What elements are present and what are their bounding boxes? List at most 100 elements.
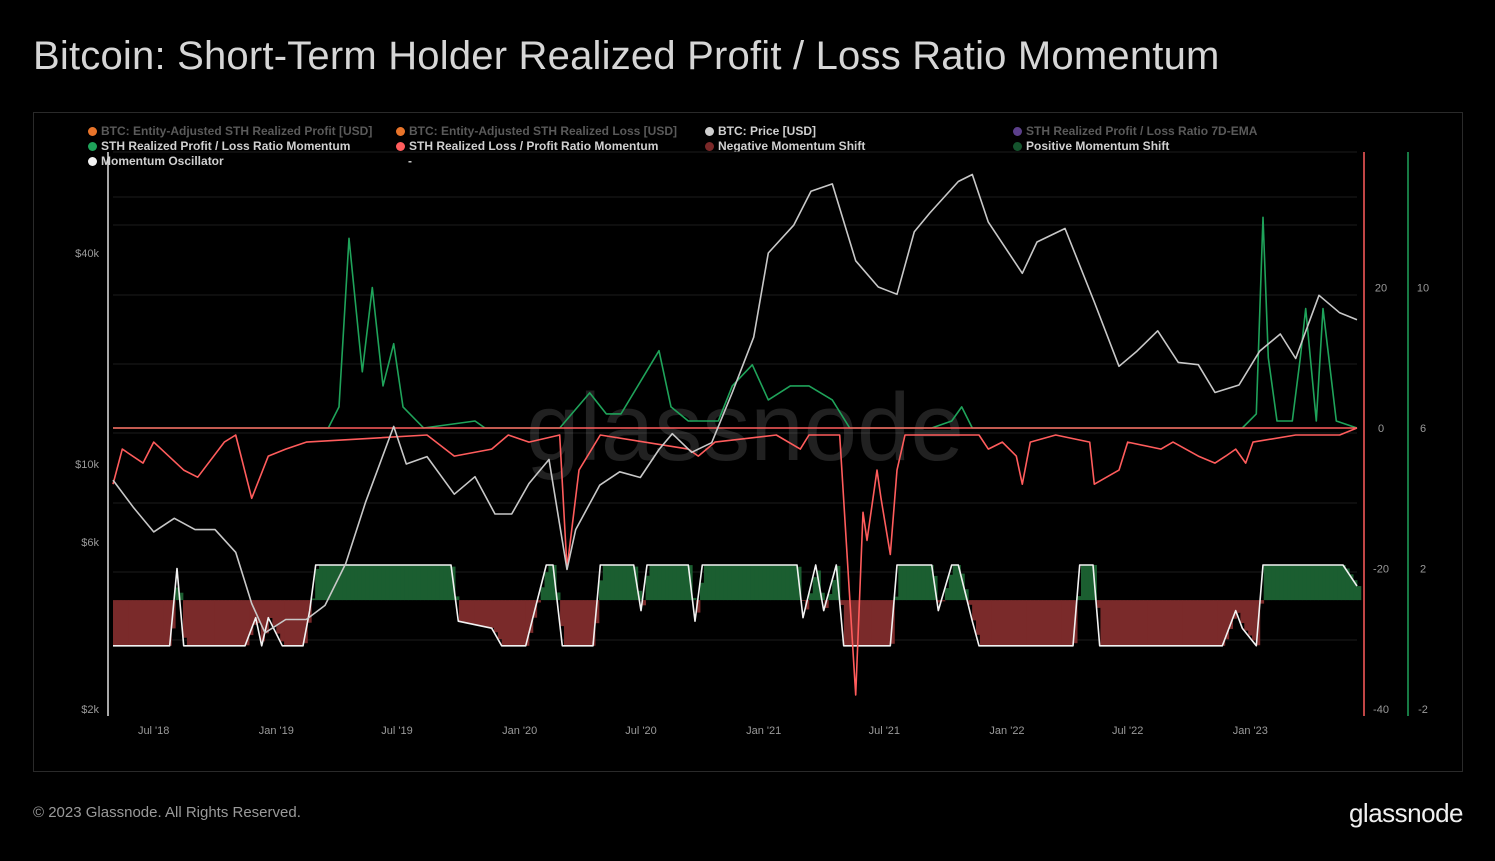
positive-shift-bar [1325, 564, 1331, 601]
positive-shift-bar [598, 580, 604, 601]
negative-shift-bar [1217, 600, 1222, 646]
negative-shift-bar [116, 600, 122, 646]
negative-shift-bar [1108, 600, 1113, 646]
positive-shift-bar [373, 564, 378, 601]
negative-shift-bar [968, 600, 973, 605]
right-axis-2-tick-label: 2 [1420, 564, 1426, 576]
negative-shift-bar [591, 600, 596, 646]
negative-shift-bar [1189, 600, 1195, 646]
right-axis-2-tick-label: 6 [1420, 423, 1426, 435]
negative-shift-bar [1139, 600, 1144, 646]
x-axis-tick-label: Jan '21 [746, 725, 781, 737]
negative-shift-bar [1178, 600, 1183, 646]
negative-shift-bar [979, 600, 985, 646]
copyright-text: © 2023 Glassnode. All Rights Reserved. [33, 804, 301, 821]
negative-shift-bar [882, 600, 888, 646]
negative-shift-bar [1135, 600, 1140, 646]
positive-shift-bar [1357, 586, 1362, 601]
negative-shift-bar [198, 600, 203, 646]
negative-shift-bar [847, 600, 853, 646]
positive-shift-bar [1310, 564, 1315, 601]
negative-shift-bar [1007, 600, 1012, 646]
positive-shift-bar [381, 564, 386, 601]
negative-shift-bar [478, 600, 483, 626]
positive-shift-bar [311, 598, 316, 601]
positive-shift-bar [1298, 564, 1303, 601]
positive-shift-bar [427, 564, 433, 601]
positive-shift-bar [408, 564, 413, 601]
legend-dot [1013, 141, 1022, 151]
x-axis-tick-label: Jul '21 [869, 725, 900, 737]
legend-item-sth-realized-loss[interactable]: BTC: Entity-Adjusted STH Realized Loss [… [396, 124, 677, 138]
positive-shift-bar [917, 564, 922, 601]
legend-item-positive-shift[interactable]: Positive Momentum Shift [1013, 139, 1169, 153]
positive-shift-bar [649, 564, 654, 601]
positive-shift-bar [703, 564, 709, 601]
positive-shift-bar [439, 564, 444, 601]
positive-shift-bar [1329, 564, 1335, 601]
negative-shift-bar [237, 600, 242, 646]
right-axis-1-tick-label: -20 [1373, 564, 1389, 576]
negative-shift-bar [587, 600, 592, 646]
positive-shift-bar [1275, 564, 1280, 601]
x-axis-tick-label: Jan '22 [989, 725, 1024, 737]
negative-shift-bar [482, 600, 487, 627]
negative-shift-bar [284, 600, 289, 646]
negative-shift-bar [1147, 600, 1152, 646]
legend-item-sth-realized-profit[interactable]: BTC: Entity-Adjusted STH Realized Profit… [88, 124, 372, 138]
positive-shift-bar [443, 564, 448, 601]
negative-shift-bar [641, 600, 646, 606]
negative-shift-bar [1053, 600, 1059, 646]
legend-item-loss-profit-momentum[interactable]: STH Realized Loss / Profit Ratio Momentu… [396, 139, 658, 153]
negative-shift-bar [276, 600, 281, 634]
positive-shift-bar [618, 564, 623, 601]
positive-shift-bar [435, 564, 440, 601]
positive-shift-bar [1290, 564, 1296, 601]
negative-shift-bar [1205, 600, 1210, 646]
positive-shift-bar [785, 564, 790, 601]
negative-shift-bar [1166, 600, 1171, 646]
negative-shift-bar [1252, 600, 1257, 641]
positive-shift-bar [727, 564, 732, 601]
negative-shift-bar [260, 600, 266, 642]
negative-shift-bar [186, 600, 192, 646]
positive-shift-bar [540, 587, 545, 601]
positive-shift-bar [735, 564, 740, 601]
legend-dot [396, 141, 405, 151]
negative-shift-bar [1119, 600, 1125, 646]
positive-shift-bar [346, 564, 351, 601]
negative-shift-bar [120, 600, 126, 646]
positive-shift-bar [369, 564, 374, 601]
negative-shift-bar [505, 600, 510, 646]
legend-label: BTC: Price [USD] [718, 124, 817, 138]
legend-item-momentum-oscillator[interactable]: Momentum Oscillator [88, 154, 224, 168]
legend-item-ratio-7d-ema[interactable]: STH Realized Profit / Loss Ratio 7D-EMA [1013, 124, 1257, 138]
left-axis-tick-label: $40k [75, 248, 99, 260]
negative-shift-bar [299, 600, 304, 646]
positive-shift-bar [820, 592, 825, 601]
positive-shift-bar [948, 574, 954, 601]
positive-shift-bar [707, 564, 713, 601]
negative-shift-bar [1248, 600, 1253, 636]
negative-shift-bar [1182, 600, 1187, 646]
legend-item-btc-price[interactable]: BTC: Price [USD] [705, 124, 816, 138]
positive-shift-bar [326, 564, 332, 601]
negative-shift-bar [233, 600, 238, 646]
negative-shift-bar [1213, 600, 1218, 646]
positive-shift-bar [626, 564, 631, 601]
negative-shift-bar [1038, 600, 1043, 646]
positive-shift-bar [661, 564, 666, 601]
positive-shift-bar [812, 577, 818, 601]
negative-shift-bar [528, 600, 534, 633]
positive-shift-bar [330, 564, 335, 601]
negative-shift-bar [124, 600, 129, 646]
positive-shift-bar [396, 564, 402, 601]
positive-shift-bar [1271, 564, 1276, 601]
positive-shift-bar [431, 564, 437, 601]
positive-shift-bar [750, 564, 755, 601]
legend-item-profit-loss-momentum[interactable]: STH Realized Profit / Loss Ratio Momentu… [88, 139, 350, 153]
legend-item-negative-shift[interactable]: Negative Momentum Shift [705, 139, 865, 153]
positive-shift-bar [894, 596, 899, 601]
negative-shift-bar [1236, 600, 1241, 613]
negative-shift-bar [229, 600, 234, 646]
